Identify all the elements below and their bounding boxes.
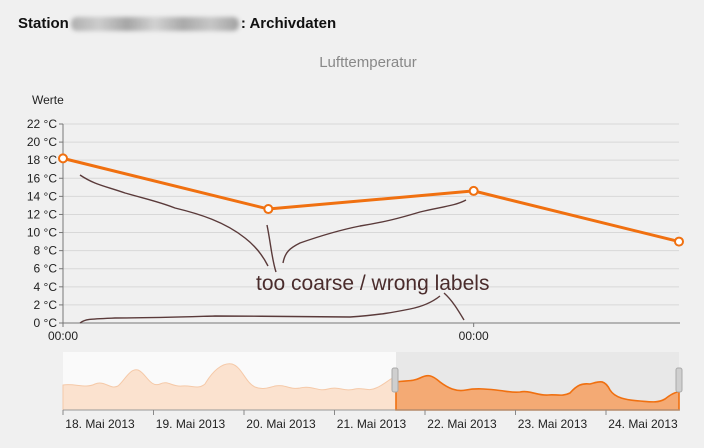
navigator-right-handle[interactable]	[676, 368, 682, 392]
y-tick-label: 16 °C	[27, 171, 57, 185]
annotation-curve-bottom	[80, 296, 440, 323]
navigator-left-handle[interactable]	[392, 368, 398, 392]
navigator-date-label: 24. Mai 2013	[608, 417, 678, 431]
navigator-date-label: 22. Mai 2013	[427, 417, 497, 431]
y-axis-label: Werte	[32, 93, 64, 107]
navigator-date-label: 18. Mai 2013	[65, 417, 135, 431]
x-tick-label: 00:00	[48, 329, 78, 343]
y-tick-label: 4 °C	[34, 280, 58, 294]
annotation-curve-left	[80, 175, 268, 266]
annotation-pointer	[444, 293, 464, 320]
series-line	[63, 158, 679, 241]
data-point[interactable]	[59, 154, 67, 162]
y-tick-label: 2 °C	[34, 298, 58, 312]
y-axis-ticks: 0 °C 2 °C 4 °C 6 °C 8 °C 10 °C 12 °C 14 °C 16 °C…	[27, 117, 63, 330]
x-tick-label: 00:00	[459, 329, 489, 343]
y-tick-label: 12 °C	[27, 207, 57, 221]
y-tick-label: 8 °C	[34, 244, 58, 258]
navigator-date-label: 20. Mai 2013	[246, 417, 316, 431]
data-point[interactable]	[675, 238, 683, 246]
annotation-curve-right	[283, 200, 466, 263]
navigator-date-label: 21. Mai 2013	[337, 417, 407, 431]
navigator[interactable]: 18. Mai 2013 19. Mai 2013 20. Mai 2013 21. …	[63, 352, 682, 431]
y-tick-label: 0 °C	[34, 316, 58, 330]
y-tick-label: 10 °C	[27, 226, 57, 240]
y-tick-label: 6 °C	[34, 262, 58, 276]
navigator-date-label: 23. Mai 2013	[518, 417, 588, 431]
data-point[interactable]	[470, 187, 478, 195]
navigator-ticks: 18. Mai 2013 19. Mai 2013 20. Mai 2013 21. …	[63, 410, 678, 431]
data-point[interactable]	[264, 205, 272, 213]
y-tick-label: 22 °C	[27, 117, 57, 131]
x-axis-ticks: 00:00 00:00	[48, 323, 489, 343]
y-tick-label: 18 °C	[27, 153, 57, 167]
annotation-text: too coarse / wrong labels	[256, 272, 489, 295]
chart-title: Lufttemperatur	[319, 54, 417, 71]
y-tick-label: 14 °C	[27, 189, 57, 203]
y-tick-label: 20 °C	[27, 135, 57, 149]
navigator-date-label: 19. Mai 2013	[156, 417, 226, 431]
